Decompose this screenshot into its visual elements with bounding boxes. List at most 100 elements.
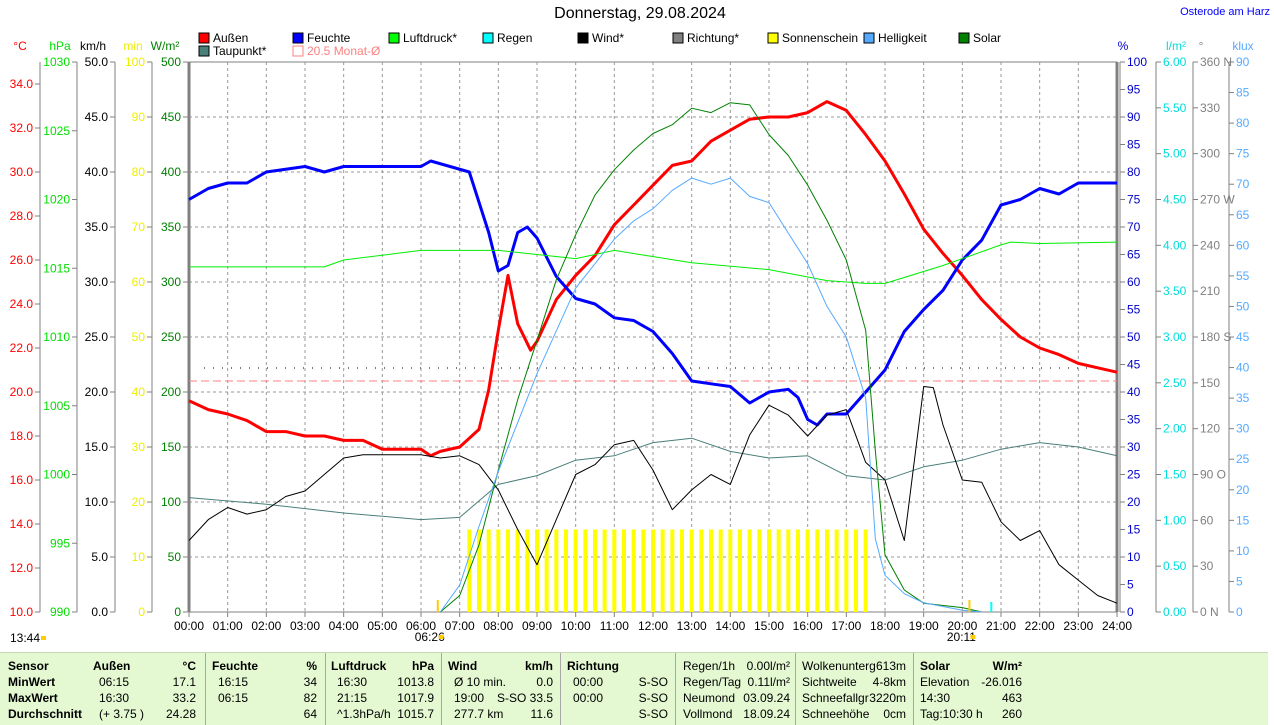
legend-swatch xyxy=(577,32,589,44)
sunshine-bar xyxy=(554,529,559,612)
series-wind-line xyxy=(188,386,1118,604)
sunset-sun-icon xyxy=(970,635,976,639)
brightness-axis-unit: klux xyxy=(1232,39,1253,53)
table-cell-value: 18.09.24 xyxy=(743,707,790,721)
humidity-tick-label: 80 xyxy=(1127,165,1141,179)
table-divider xyxy=(325,653,326,725)
rain-tick-label: 5.00 xyxy=(1163,147,1187,161)
temp-tick-label: 34.0 xyxy=(10,77,34,91)
table-cell-label: 06:15 xyxy=(218,691,249,705)
table-cell-value: 34 xyxy=(303,675,317,689)
humidity-axis-unit: % xyxy=(1118,39,1129,53)
humidity-tick-label: 15 xyxy=(1127,523,1141,537)
table-cell-value: S-SO 33.5 xyxy=(496,691,553,705)
brightness-tick-label: 40 xyxy=(1236,361,1250,375)
sunshine-bar xyxy=(583,529,588,612)
legend-label: Taupunkt* xyxy=(213,44,267,58)
legend-label: Feuchte xyxy=(307,31,351,45)
temp-tick-label: 28.0 xyxy=(10,209,34,223)
sunshine-bar xyxy=(815,529,820,612)
direction-tick-label: 360 N xyxy=(1200,55,1232,69)
direction-tick-label: 240 xyxy=(1200,238,1220,252)
brightness-tick-label: 30 xyxy=(1236,422,1250,436)
table-cell-value: S-SO xyxy=(638,691,668,705)
table-cell-label: 06:15 xyxy=(99,675,130,689)
sunshine-bar xyxy=(622,529,626,612)
humidity-tick-label: 90 xyxy=(1127,110,1141,124)
direction-tick-label: 300 xyxy=(1200,147,1220,161)
table-header-label: Luftdruck xyxy=(331,659,387,673)
rain-tick-label: 4.00 xyxy=(1163,238,1187,252)
sunshine-bar xyxy=(738,529,742,612)
x-tick-label: 18:00 xyxy=(870,619,900,633)
pressure-tick-label: 1005 xyxy=(43,399,70,413)
solar-tick-label: 150 xyxy=(161,440,181,454)
humidity-tick-label: 40 xyxy=(1127,385,1141,399)
wind-tick-label: 30.0 xyxy=(85,275,109,289)
rain-tick-label: 3.00 xyxy=(1163,330,1187,344)
table-cell-label: ^1.3hPa/h xyxy=(337,707,391,721)
pressure-tick-label: 1000 xyxy=(43,468,70,482)
table-cell-label: Schneehöhe xyxy=(802,707,870,721)
humidity-tick-label: 95 xyxy=(1127,83,1141,97)
x-tick-label: 16:00 xyxy=(793,619,823,633)
sunshine-bar xyxy=(776,529,781,612)
humidity-tick-label: 70 xyxy=(1127,220,1141,234)
sunshine-tick-label: 10 xyxy=(132,550,146,564)
sunshine-bar xyxy=(767,529,771,612)
solar-tick-label: 250 xyxy=(161,330,181,344)
table-divider xyxy=(675,653,676,725)
wind-tick-label: 45.0 xyxy=(85,110,109,124)
temp-tick-label: 20.0 xyxy=(10,385,34,399)
table-header-unit: °C xyxy=(182,659,196,673)
x-tick-label: 08:00 xyxy=(483,619,513,633)
x-tick-label: 05:00 xyxy=(367,619,397,633)
temp-tick-label: 26.0 xyxy=(10,253,34,267)
x-tick-label: 23:00 xyxy=(1063,619,1093,633)
sunshine-bar xyxy=(602,529,607,612)
table-divider xyxy=(913,653,914,725)
sunshine-bar xyxy=(535,529,539,612)
legend-swatch xyxy=(198,32,210,44)
rain-tick-label: 4.50 xyxy=(1163,193,1187,207)
sunshine-bar xyxy=(747,529,752,612)
legend-label: 20.5 Monat-Ø xyxy=(307,44,380,58)
sunshine-bar xyxy=(699,529,704,612)
wind-tick-label: 0.0 xyxy=(91,605,108,619)
table-cell-label: 14:30 xyxy=(920,691,951,705)
direction-tick-label: 60 xyxy=(1200,513,1214,527)
temp-axis-unit: °C xyxy=(13,39,27,53)
brightness-tick-label: 15 xyxy=(1236,513,1250,527)
humidity-tick-label: 50 xyxy=(1127,330,1141,344)
table-cell-label: Durchschnitt xyxy=(8,707,83,721)
table-header-label: Wind xyxy=(448,659,478,673)
brightness-tick-label: 60 xyxy=(1236,238,1250,252)
humidity-tick-label: 45 xyxy=(1127,358,1141,372)
table-header-unit: 613m xyxy=(875,659,906,673)
humidity-tick-label: 25 xyxy=(1127,468,1141,482)
table-divider xyxy=(205,653,206,725)
brightness-tick-label: 35 xyxy=(1236,391,1250,405)
table-cell-label: Vollmond xyxy=(683,707,733,721)
x-tick-label: 12:00 xyxy=(638,619,668,633)
wind-axis-unit: km/h xyxy=(80,39,106,53)
rain-tick-label: 1.50 xyxy=(1163,468,1187,482)
legend-label: Außen xyxy=(213,31,248,45)
x-tick-label: 22:00 xyxy=(1025,619,1055,633)
legend-swatch xyxy=(388,32,400,44)
legend-label: Solar xyxy=(973,31,1001,45)
table-cell-value: 0.0 xyxy=(536,675,553,689)
table-cell-value: -26.016 xyxy=(981,675,1022,689)
wind-tick-label: 5.0 xyxy=(91,550,108,564)
table-cell-value: 17.1 xyxy=(172,675,196,689)
pressure-axis-unit: hPa xyxy=(49,39,71,53)
table-header-unit: km/h xyxy=(524,659,553,673)
sunshine-bar xyxy=(670,529,675,612)
sunshine-total: 13:44 xyxy=(10,631,40,645)
rain-tick-label: 0.50 xyxy=(1163,559,1187,573)
pressure-tick-label: 1015 xyxy=(43,261,70,275)
table-header-unit: W/m² xyxy=(992,659,1022,673)
humidity-tick-label: 5 xyxy=(1127,578,1134,592)
humidity-tick-label: 30 xyxy=(1127,440,1141,454)
x-tick-label: 01:00 xyxy=(213,619,243,633)
